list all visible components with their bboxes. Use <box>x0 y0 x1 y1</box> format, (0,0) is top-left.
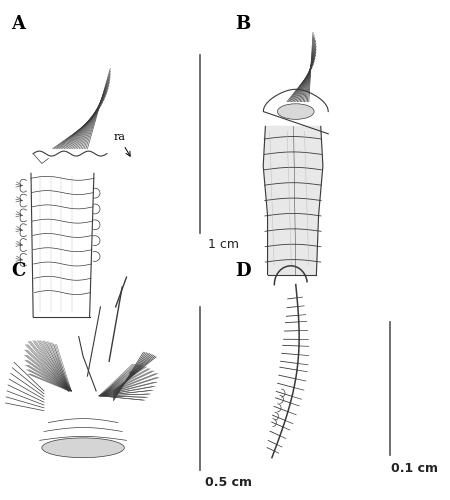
Text: D: D <box>235 262 251 280</box>
Text: 1 cm: 1 cm <box>207 238 239 250</box>
Text: C: C <box>11 262 26 280</box>
Text: ra: ra <box>113 132 130 156</box>
Text: 0.1 cm: 0.1 cm <box>391 462 438 474</box>
Text: B: B <box>235 15 250 33</box>
Ellipse shape <box>278 104 314 120</box>
Text: A: A <box>11 15 26 33</box>
Polygon shape <box>263 126 323 274</box>
Text: 0.5 cm: 0.5 cm <box>205 476 252 490</box>
Ellipse shape <box>42 438 124 458</box>
